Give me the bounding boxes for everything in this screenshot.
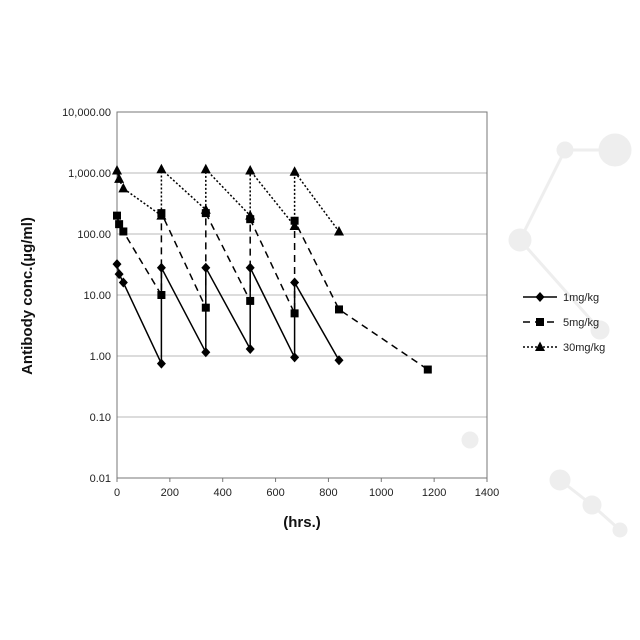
data-point-30mg-kg: [112, 165, 122, 175]
data-point-30mg-kg: [118, 183, 128, 193]
y-tick-label: 0.10: [90, 412, 111, 424]
x-tick-label: 1200: [422, 487, 446, 499]
legend-item-30mg-kg: 30mg/kg: [523, 342, 605, 355]
legend-label-1mg-kg: 1mg/kg: [563, 292, 599, 304]
series-line-1mg-kg: [117, 264, 339, 363]
x-axis-title: (hrs.): [283, 514, 321, 531]
legend: 1mg/kg 5mg/kg 30mg/kg: [523, 292, 605, 354]
data-point-5mg-kg: [115, 220, 123, 228]
data-point-5mg-kg: [113, 212, 121, 220]
data-point-1mg-kg: [246, 344, 255, 354]
data-point-30mg-kg: [290, 166, 300, 176]
series-layer: [112, 164, 432, 374]
y-tick-label: 0.01: [90, 473, 111, 485]
y-tick-label: 100.00: [77, 229, 111, 241]
data-point-30mg-kg: [201, 164, 211, 174]
series-30mg-kg: [112, 164, 344, 236]
data-point-30mg-kg: [245, 210, 255, 220]
data-point-5mg-kg: [335, 305, 343, 313]
y-tick-label: 1,000.00: [68, 168, 111, 180]
y-axis-ticks: 0.01 0.10 1.00 10.00 100.00 1,000.00 10,000.00: [62, 107, 111, 485]
data-point-1mg-kg: [119, 278, 128, 288]
x-tick-label: 400: [214, 487, 232, 499]
x-tick-label: 1000: [369, 487, 393, 499]
data-point-1mg-kg: [335, 355, 344, 365]
x-tick-label: 600: [266, 487, 284, 499]
x-tick-label: 1400: [475, 487, 499, 499]
data-point-5mg-kg: [246, 297, 254, 305]
data-point-30mg-kg: [156, 164, 166, 174]
y-axis-title: Antibody conc.(µg/ml): [19, 217, 36, 375]
data-point-30mg-kg: [245, 165, 255, 175]
data-point-1mg-kg: [157, 359, 166, 369]
data-point-5mg-kg: [157, 291, 165, 299]
x-tick-label: 0: [114, 487, 120, 499]
data-point-1mg-kg: [290, 352, 299, 362]
x-tick-label: 800: [319, 487, 337, 499]
y-tick-label: 10,000.00: [62, 107, 111, 119]
series-line-30mg-kg: [117, 169, 339, 231]
data-point-5mg-kg: [202, 304, 210, 312]
data-point-5mg-kg: [119, 227, 127, 235]
legend-label-5mg-kg: 5mg/kg: [563, 317, 599, 329]
legend-label-30mg-kg: 30mg/kg: [563, 342, 605, 354]
legend-marker-5mg-kg: [536, 318, 544, 326]
data-point-1mg-kg: [113, 259, 122, 269]
data-point-30mg-kg: [201, 204, 211, 214]
y-tick-label: 10.00: [83, 290, 111, 302]
legend-item-1mg-kg: 1mg/kg: [523, 292, 599, 304]
y-tick-label: 1.00: [90, 351, 111, 363]
x-tick-label: 200: [161, 487, 179, 499]
x-axis-ticks: 0 200 400 600 800 1000 1200 1400: [114, 478, 499, 499]
legend-item-5mg-kg: 5mg/kg: [523, 317, 599, 329]
data-point-5mg-kg: [424, 366, 432, 374]
data-point-5mg-kg: [291, 309, 299, 317]
data-point-30mg-kg: [114, 173, 124, 183]
data-point-1mg-kg: [115, 269, 124, 279]
legend-marker-1mg-kg: [536, 292, 545, 302]
series-1mg-kg: [113, 259, 344, 368]
